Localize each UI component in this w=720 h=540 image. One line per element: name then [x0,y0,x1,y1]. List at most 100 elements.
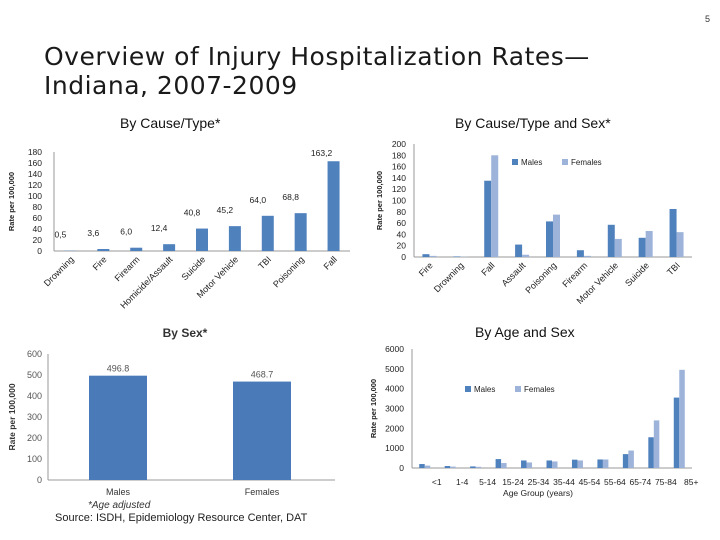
y-tick-label: 0 [399,463,404,473]
bar [228,226,241,251]
bar [602,459,609,468]
y-tick-label: 20 [397,241,407,251]
bar [491,155,499,257]
y-tick-label: 500 [27,370,42,380]
bar [97,249,110,251]
y-tick-label: 100 [392,196,406,206]
x-tick-label: Drowning [42,254,76,288]
bar [429,255,437,257]
page-number: 5 [704,14,710,24]
bar [521,460,527,468]
y-tick-label: 180 [28,147,42,157]
y-tick-label: 120 [392,184,406,194]
bar [679,369,685,468]
y-tick-label: 60 [33,213,43,223]
y-tick-label: 100 [28,191,42,201]
x-tick-label: Firearm [560,260,589,289]
bar [261,215,274,251]
y-axis-title: Rate per 100,000 [7,383,17,450]
legend-label: Males [521,158,542,167]
x-tick-label: Poisoning [523,260,558,295]
cause-sex-chart-title: By Cause/Type and Sex* [455,115,611,131]
bar [552,461,558,468]
y-tick-label: 80 [33,202,43,212]
y-tick-label: 40 [397,229,407,239]
x-tick-label: Fall [479,260,496,277]
legend-swatch [562,159,568,165]
y-axis-title: Rate per 100,000 [7,172,16,231]
data-label: 496.8 [107,364,130,374]
bar [648,437,654,468]
x-tick-label: Suicide [623,260,651,288]
sex-chart: By Sex* 0 100 200 300 400 500 600 Rate per 100,0… [7,326,335,511]
y-tick-label: 140 [28,169,42,179]
x-axis-title: Age Group (years) [503,488,573,498]
x-tick-label: Suicide [179,254,207,282]
x-tick-label: Fall [322,254,339,271]
x-tick-label: 1-4 [456,477,469,487]
x-tick-label: 65-74 [629,477,651,487]
data-label: 3,6 [87,228,99,238]
y-tick-label: 200 [392,139,406,149]
x-tick-label: Fire [417,260,435,278]
data-label: 0,5 [55,230,67,240]
bar [453,256,461,257]
x-tick-label: 75-84 [655,477,677,487]
bar [607,224,615,257]
footnote: *Age adjusted [88,500,151,511]
legend-swatch [515,386,521,392]
y-axis-title: Rate per 100,000 [369,379,378,438]
x-tick-label: Fire [91,254,109,272]
bar [577,460,583,468]
x-tick-label: 15-24 [502,477,524,487]
bar [470,466,476,468]
data-label: 45,2 [217,205,234,215]
bar [546,221,553,257]
bar [515,244,523,257]
bar [196,228,208,251]
x-tick-label: <1 [432,477,442,487]
bar [475,466,482,468]
bar [484,180,492,257]
x-tick-label: Assault [500,260,528,288]
bar [673,397,680,468]
y-tick-label: 160 [392,162,406,172]
x-tick-label: 35-44 [553,477,575,487]
y-tick-label: 2000 [385,423,404,433]
y-tick-label: 300 [27,412,42,422]
bar [546,460,552,468]
age-sex-chart: 0 1000 2000 3000 4000 5000 6000 Rate per 100,00… [369,344,699,498]
bar [576,250,584,257]
legend-label: Males [474,385,495,394]
data-label: 64,0 [250,195,267,205]
y-axis-title: Rate per 100,000 [375,171,384,230]
data-label: 12,4 [151,223,168,233]
bar [571,459,578,468]
y-tick-label: 80 [397,207,407,217]
title-line-1: Overview of Injury Hospitalization Rates… [44,42,590,71]
x-tick-label: Females [245,487,280,497]
y-tick-label: 180 [392,150,406,160]
bar [294,213,307,251]
cause-chart-title: By Cause/Type* [120,115,221,131]
age-sex-chart-title: By Age and Sex [475,324,575,340]
source-note: Source: ISDH, Epidemiology Resource Cent… [55,512,308,524]
bar [163,244,176,251]
title-line-2: Indiana, 2007-2009 [44,71,298,100]
bar [419,464,425,468]
bar [622,454,629,468]
data-label: 68,8 [282,192,299,202]
y-tick-label: 400 [27,391,42,401]
y-tick-label: 60 [397,218,407,228]
data-label: 6,0 [120,227,132,237]
x-tick-label: Males [106,487,131,497]
bar [583,255,591,257]
bar [450,466,456,468]
y-tick-label: 100 [27,454,42,464]
y-tick-label: 20 [33,235,43,245]
bar [645,231,653,257]
x-tick-label: 55-64 [604,477,626,487]
bar [522,254,530,257]
